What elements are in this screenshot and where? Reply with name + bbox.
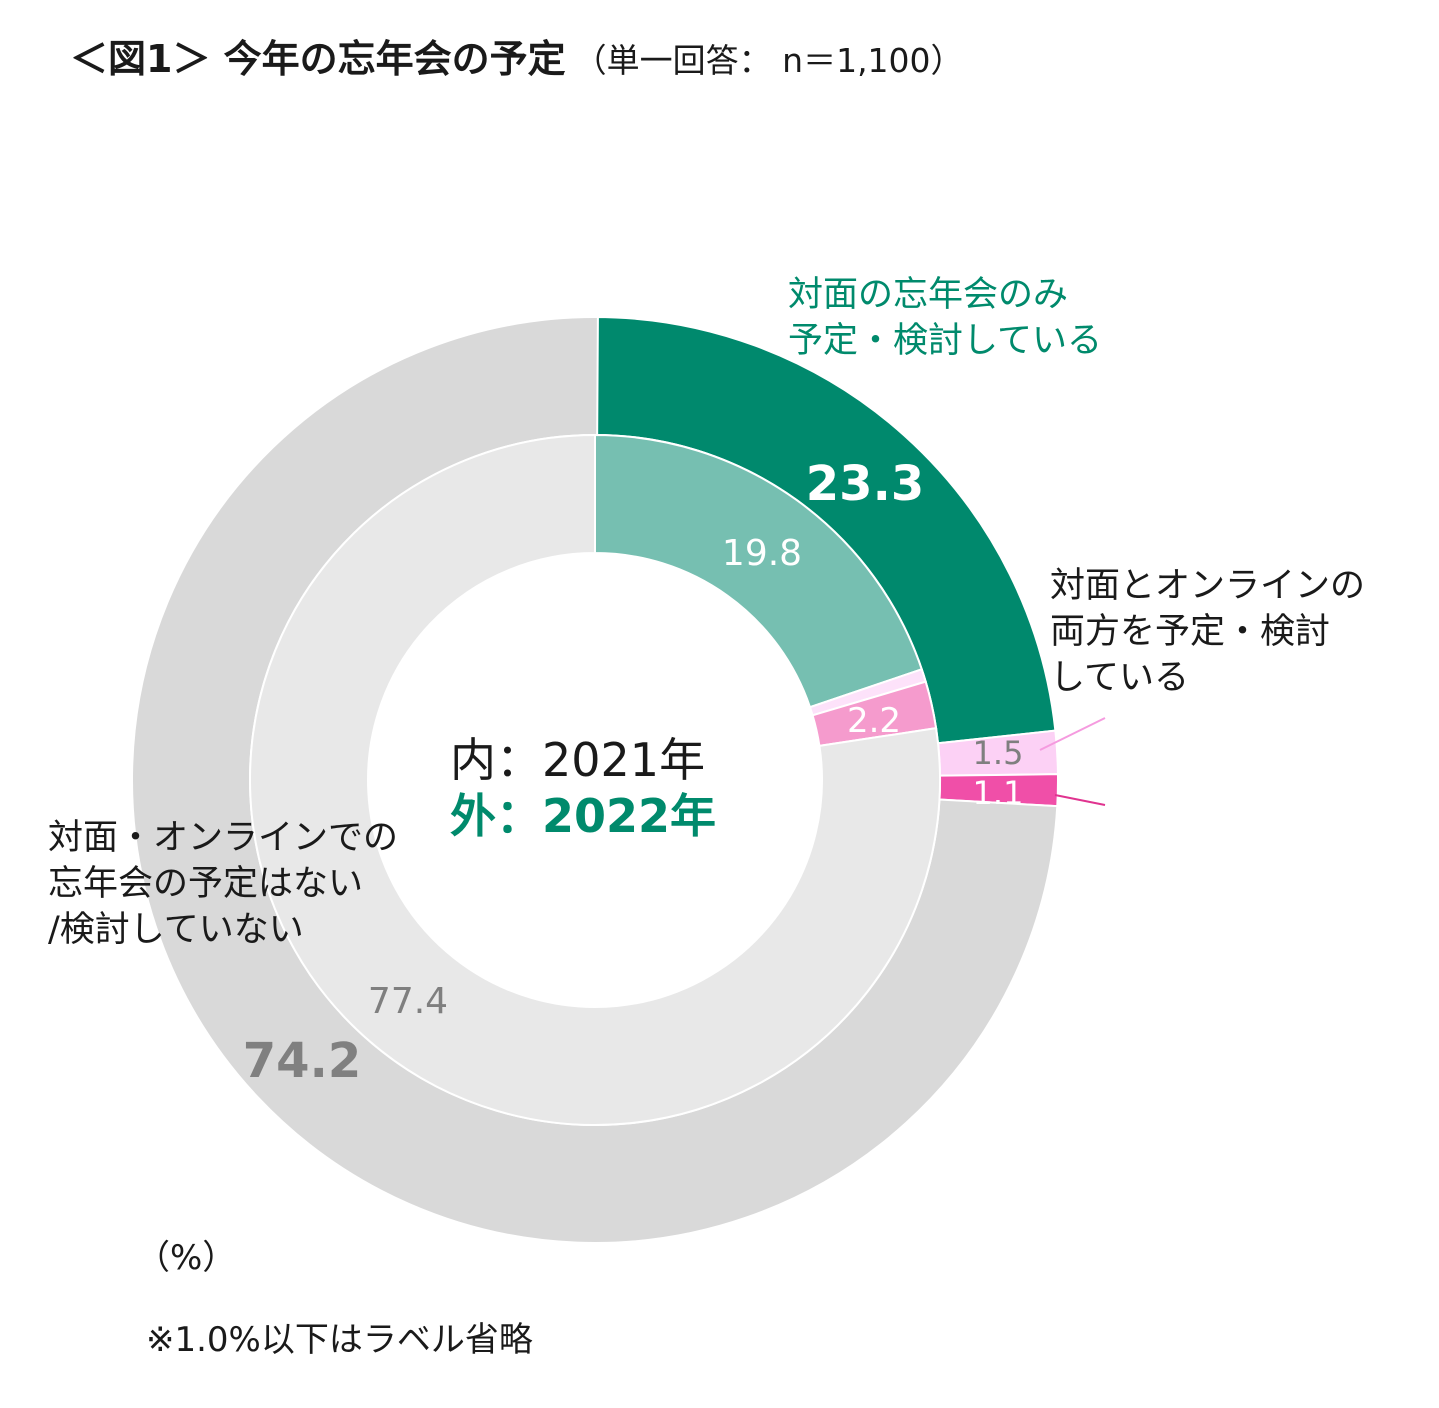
leader-line-online-only [1054, 794, 1106, 806]
category-label-line: している [1050, 658, 1189, 698]
outer-ring-year-label: 外：2022年 [450, 789, 717, 843]
inner-slice-in-person-only [594, 433, 924, 709]
inner-value-label-online-only: 2.2 [847, 701, 901, 741]
unit-label: （%） [136, 1238, 237, 1278]
leader-line-both [1039, 717, 1106, 751]
category-label-both: 対面とオンラインの 両方を予定・検討 している [1050, 563, 1365, 701]
chart-title: ＜図1＞ 今年の忘年会の予定 （単一回答： n＝1,100） [70, 28, 964, 83]
category-label-line: 対面・オンラインでの [48, 818, 399, 858]
outer-value-label-no-plans: 74.2 [243, 1033, 361, 1089]
value-labels: 23.3 1.51.1 74.2 19.8 2.2 77.4 [243, 456, 1024, 1089]
outer-value-label-online-only: 1.1 [973, 774, 1024, 812]
inner-ring-year-label: 内：2021年 [450, 733, 706, 787]
category-label-no-plans: 対面・オンラインでの 忘年会の予定はない /検討していない [48, 815, 398, 953]
leader-lines [1039, 717, 1106, 806]
outer-value-label-in-person-only: 23.3 [806, 456, 924, 512]
ring-legend: 内：2021年 外：2022年 [450, 732, 716, 844]
category-label-line: /検討していない [48, 910, 304, 950]
category-label-line: 忘年会の予定はない [48, 864, 364, 904]
category-label-in-person-only: 対面の忘年会のみ 予定・検討している [788, 272, 1102, 364]
inner-slice-no-plans [249, 433, 941, 1126]
category-label-line: 予定・検討している [788, 321, 1102, 361]
footnote: ※1.0%以下はラベル省略 [146, 1320, 533, 1360]
category-label-line: 対面とオンラインの [1050, 566, 1366, 606]
chart-title-main: ＜図1＞ 今年の忘年会の予定 [70, 37, 566, 81]
chart-title-sub: （単一回答： n＝1,100） [573, 41, 964, 80]
category-label-line: 両方を予定・検討 [1050, 612, 1331, 652]
inner-value-label-no-plans: 77.4 [368, 981, 448, 1022]
category-label-line: 対面の忘年会のみ [788, 275, 1069, 315]
outer-value-label-in-person-and-online: 1.5 [973, 734, 1024, 772]
inner-value-label-in-person-only: 19.8 [722, 533, 802, 574]
inner-ring [249, 433, 941, 1126]
